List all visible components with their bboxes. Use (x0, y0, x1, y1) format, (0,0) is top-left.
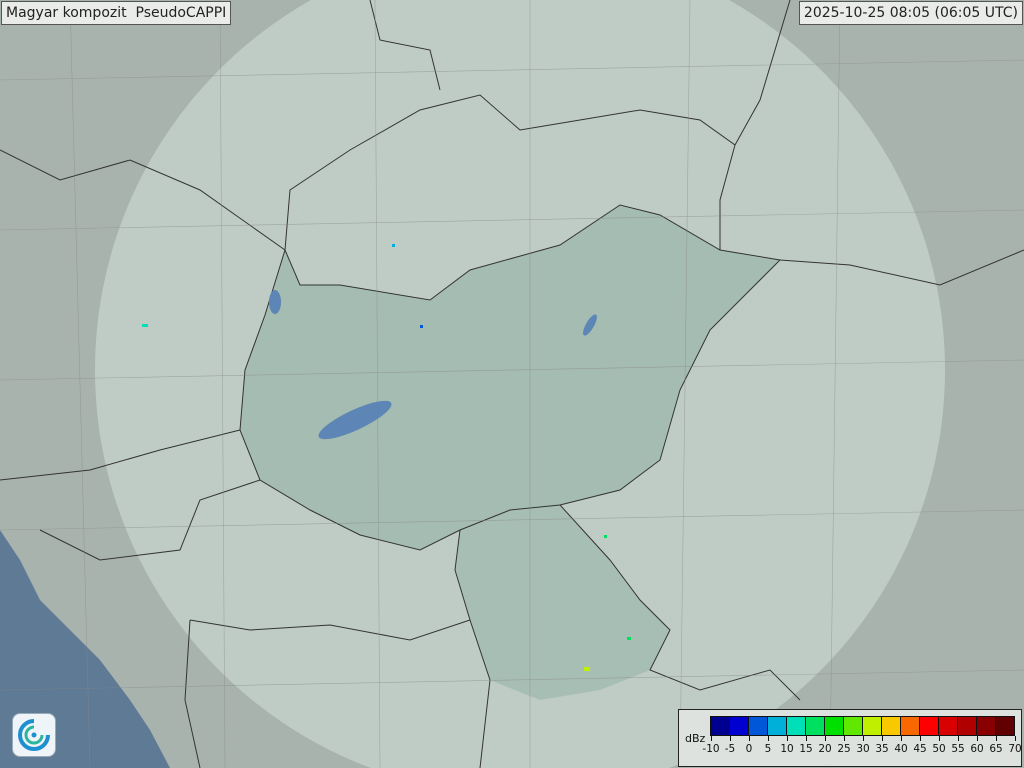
legend-tick (863, 736, 864, 741)
legend-label: 50 (932, 743, 946, 755)
legend-color-cell (787, 717, 806, 735)
legend-unit: dBz (685, 732, 706, 745)
timestamp: 2025-10-25 08:05 (06:05 UTC) (798, 1, 1023, 25)
legend-label: 30 (856, 743, 870, 755)
serbia-region (455, 505, 670, 700)
legend-label: 10 (780, 743, 794, 755)
legend-tick (977, 736, 978, 741)
legend-label: 25 (837, 743, 851, 755)
legend-label: 70 (1008, 743, 1022, 755)
legend-color-cell (863, 717, 882, 735)
legend-color-cell (768, 717, 787, 735)
legend-color-cell (730, 717, 749, 735)
legend-label: 20 (818, 743, 832, 755)
legend-tick (711, 736, 712, 741)
legend-color-cell (844, 717, 863, 735)
legend-label: 15 (799, 743, 813, 755)
legend-label: 0 (745, 743, 753, 755)
lake-neusiedl (269, 290, 281, 314)
legend-tick (768, 736, 769, 741)
legend-tick (787, 736, 788, 741)
legend-label: 55 (951, 743, 965, 755)
legend-color-cell (996, 717, 1014, 735)
legend-tick (958, 736, 959, 741)
legend-tick (920, 736, 921, 741)
legend-label: 35 (875, 743, 889, 755)
legend-color-cell (825, 717, 844, 735)
legend-label: 40 (894, 743, 908, 755)
product-title: Magyar kompozit PseudoCAPPI (1, 1, 232, 25)
legend-color-cell (977, 717, 996, 735)
legend-label: 5 (764, 743, 772, 755)
legend-tick (939, 736, 940, 741)
radar-echoes (142, 244, 631, 671)
legend-color-cell (749, 717, 768, 735)
legend-tick (882, 736, 883, 741)
legend-color-cell (920, 717, 939, 735)
legend-tick (1015, 736, 1016, 741)
legend-color-cell (882, 717, 901, 735)
legend-label: -10 (702, 743, 720, 755)
legend-tick (996, 736, 997, 741)
legend-tick (749, 736, 750, 741)
legend-color-bar (710, 716, 1015, 736)
lake-tisza (583, 314, 597, 336)
legend-tick (901, 736, 902, 741)
legend-tick (806, 736, 807, 741)
legend-tick (730, 736, 731, 741)
legend-label: 45 (913, 743, 927, 755)
lake-balaton (318, 400, 392, 440)
legend-tick (825, 736, 826, 741)
legend-tick (844, 736, 845, 741)
legend-color-cell (806, 717, 825, 735)
legend-color-cell (901, 717, 920, 735)
legend-label: -5 (724, 743, 736, 755)
legend-label: 60 (970, 743, 984, 755)
adriatic-sea (0, 530, 170, 768)
dbz-color-legend: dBz -10 -5 0 5 10 15 20 25 30 35 40 45 50 55 60 65 70 (678, 709, 1022, 767)
legend-label: 65 (989, 743, 1003, 755)
swirl-logo-icon (12, 713, 56, 757)
legend-color-cell (958, 717, 977, 735)
legend-color-cell (711, 717, 730, 735)
legend-color-cell (939, 717, 958, 735)
